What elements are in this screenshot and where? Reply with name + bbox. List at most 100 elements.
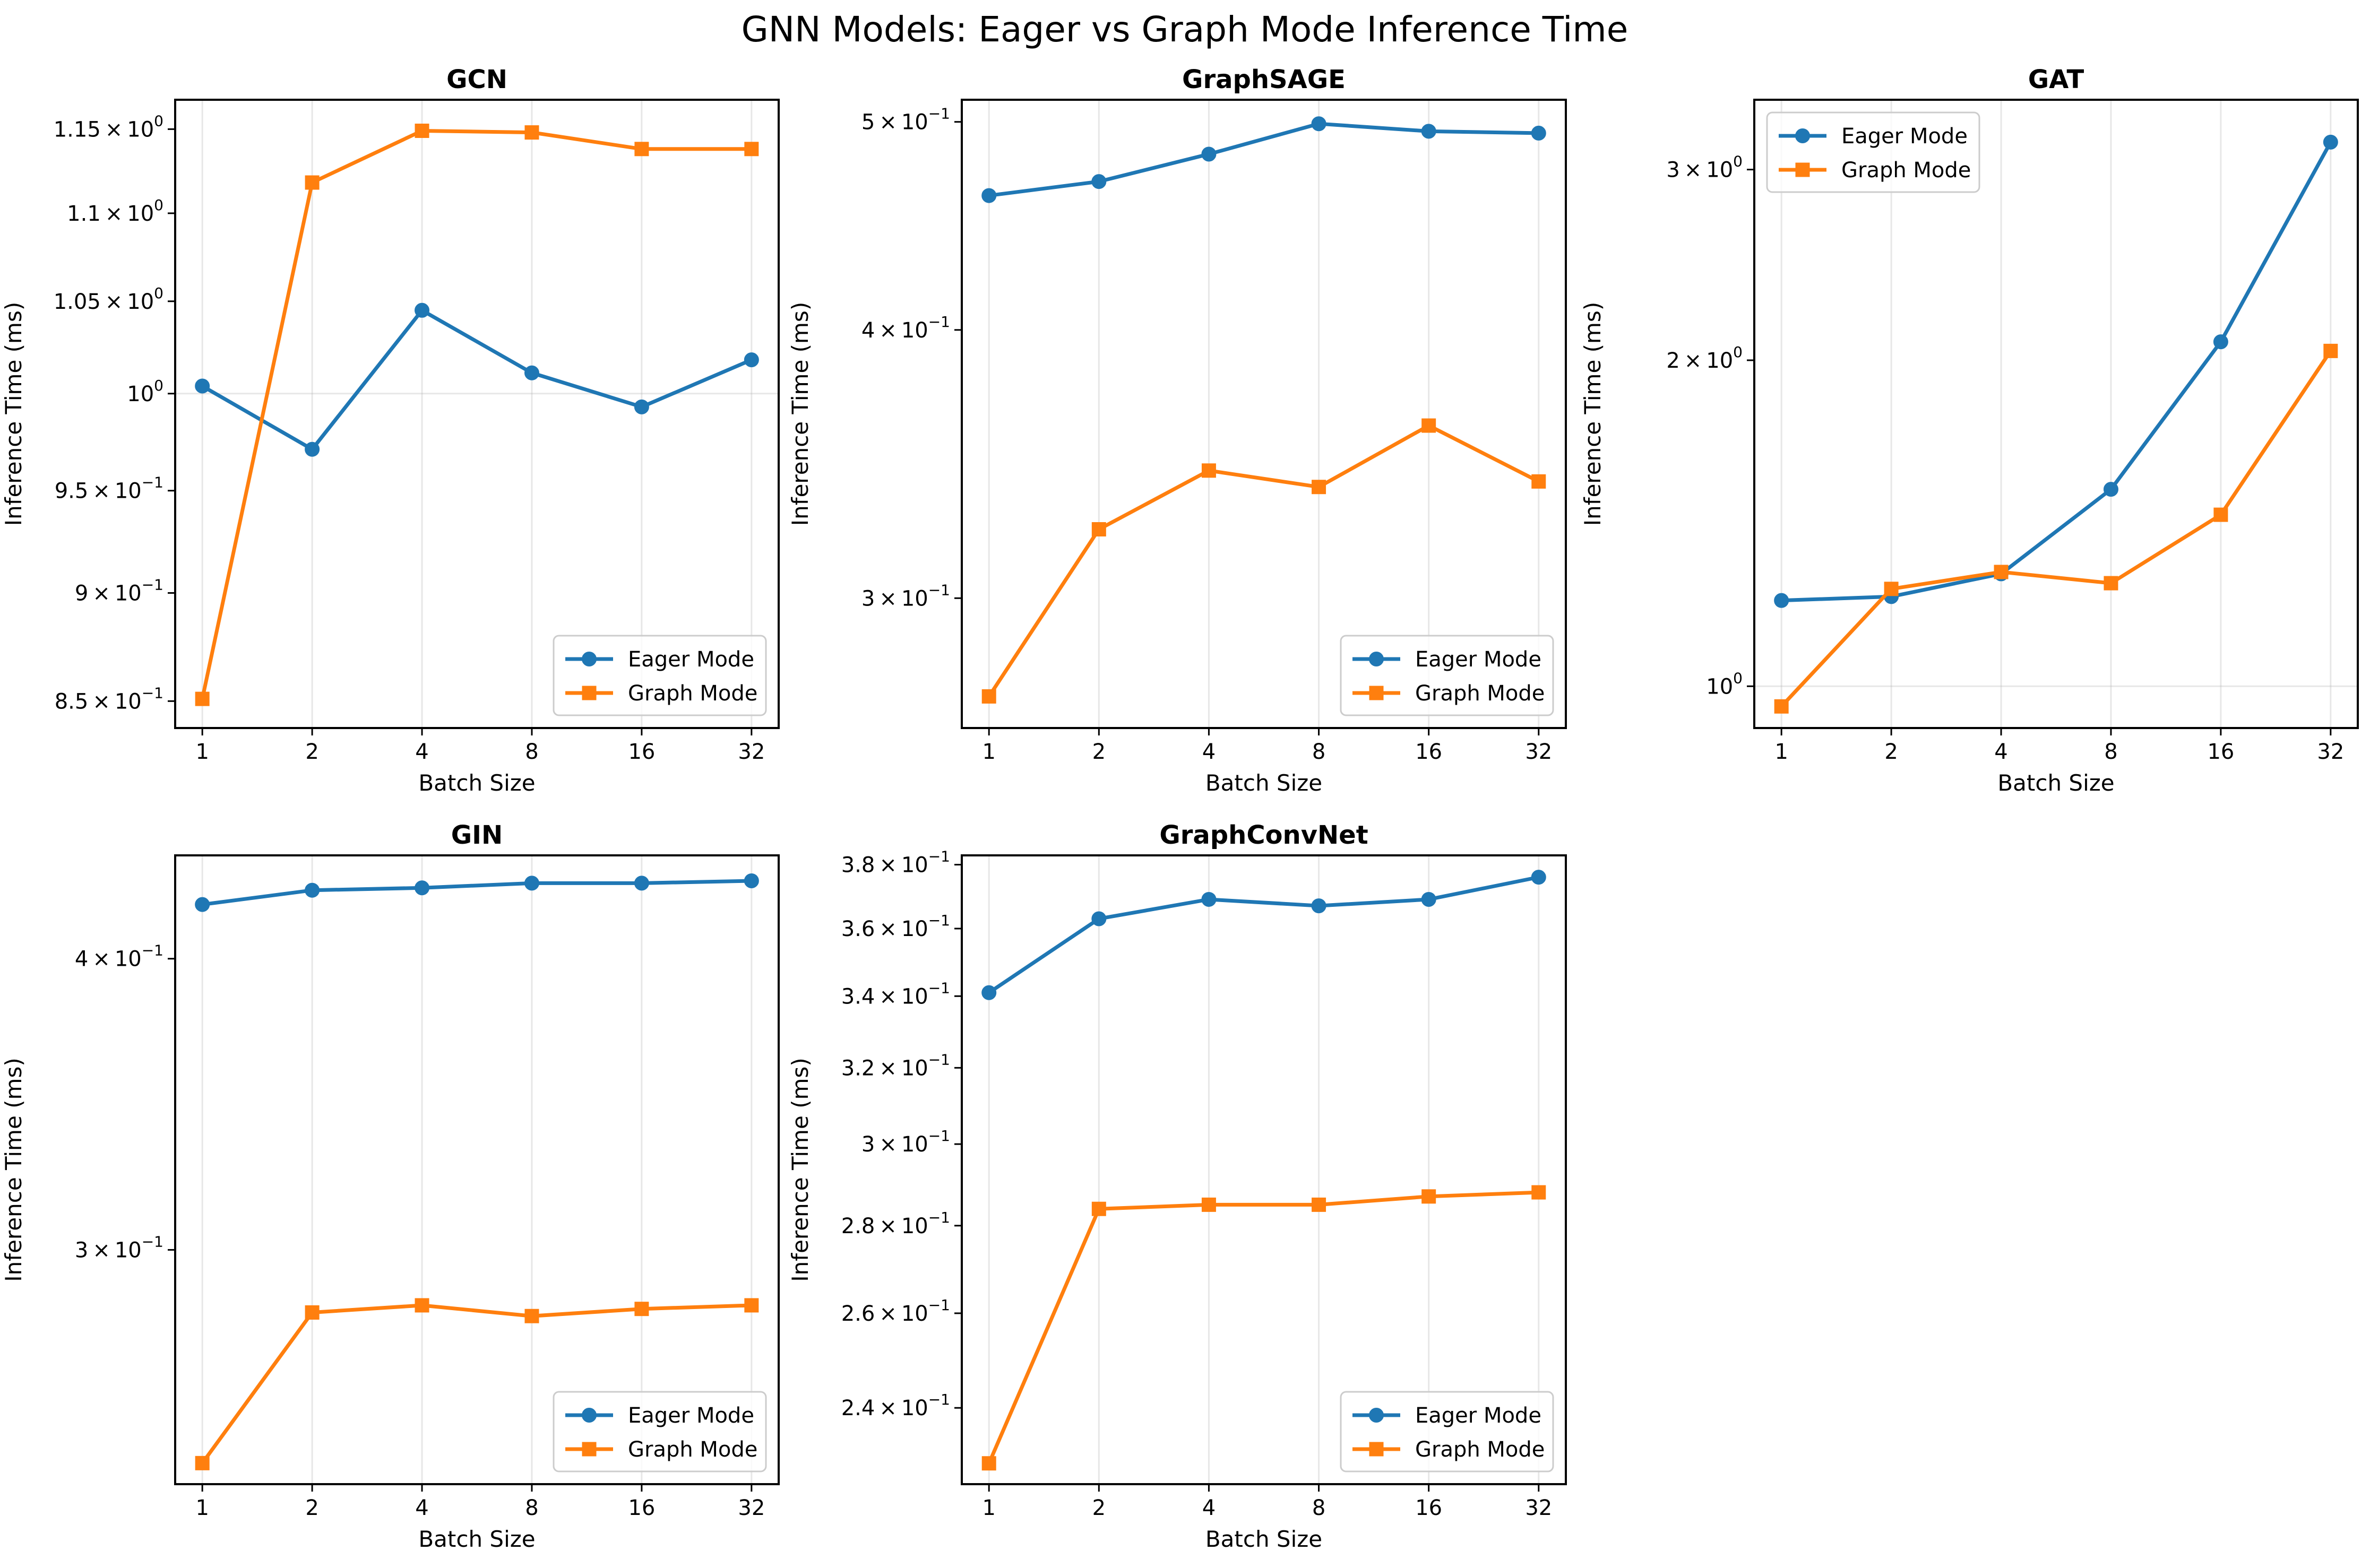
y-tick-exponent: 0 xyxy=(1733,153,1743,170)
x-tick-label: 1 xyxy=(195,740,209,764)
y-tick-mantissa: 2.8 xyxy=(841,1214,875,1238)
y-tick-mantissa: 3 xyxy=(1666,158,1679,183)
x-tick-label: 4 xyxy=(1202,740,1216,764)
data-point xyxy=(524,125,539,140)
y-tick-exponent: −1 xyxy=(928,912,950,929)
y-tick-mantissa: 3.6 xyxy=(841,917,875,941)
y-tick-times: × 10 xyxy=(875,1056,928,1080)
data-point xyxy=(305,1305,320,1320)
y-tick-times: × 10 xyxy=(875,984,928,1009)
y-tick-times: × 10 xyxy=(875,318,928,343)
data-point xyxy=(981,985,997,1000)
legend-swatch-marker xyxy=(1369,686,1384,700)
y-tick-label: 3.4 × 10−1 xyxy=(841,979,950,1009)
data-point xyxy=(744,873,759,888)
data-point xyxy=(1531,1185,1546,1200)
data-point xyxy=(1311,898,1326,914)
y-tick-exponent: −1 xyxy=(928,979,950,997)
y-tick-mantissa: 3 xyxy=(75,1238,88,1262)
y-tick-exponent: −1 xyxy=(142,684,163,701)
y-tick-exponent: −1 xyxy=(142,942,163,959)
y-tick-label: 3.2 × 10−1 xyxy=(841,1051,950,1080)
y-tick-mantissa: 1.1 xyxy=(67,202,101,226)
axes-frame xyxy=(961,854,1567,1485)
data-point xyxy=(415,302,430,318)
y-tick-exponent: 0 xyxy=(154,196,163,214)
data-point xyxy=(195,691,210,706)
x-tick-label: 32 xyxy=(738,740,765,764)
series-line xyxy=(200,308,754,452)
x-axis-label: Batch Size xyxy=(1205,1526,1322,1552)
legend-swatch-marker xyxy=(582,1408,597,1423)
y-tick-label: 2 × 100 xyxy=(1666,343,1743,373)
series-graph-mode xyxy=(981,1185,1546,1471)
series-graph-mode xyxy=(195,123,759,706)
y-tick-label: 1.1 × 100 xyxy=(67,196,163,226)
data-point xyxy=(1091,522,1106,536)
y-axis-label: Inference Time (ms) xyxy=(1580,302,1606,526)
data-point xyxy=(2213,507,2228,522)
legend-label: Graph Mode xyxy=(628,1437,757,1462)
legend-label: Eager Mode xyxy=(628,1404,754,1428)
y-tick-times: × 10 xyxy=(101,290,154,314)
y-tick-exponent: −1 xyxy=(928,1296,950,1314)
legend: Eager Mode Graph Mode xyxy=(1340,1391,1554,1472)
y-tick-mantissa: 2.4 xyxy=(841,1396,875,1420)
y-tick-label: 5 × 10−1 xyxy=(861,105,950,135)
series-eager-mode xyxy=(195,873,759,912)
series-graph-mode xyxy=(1774,343,2338,714)
y-tick-exponent: −1 xyxy=(928,1209,950,1226)
series-eager-mode xyxy=(981,116,1546,203)
series-line xyxy=(987,1190,1541,1466)
legend-swatch-marker xyxy=(1795,162,1810,177)
legend-label: Eager Mode xyxy=(1841,124,1968,149)
data-point xyxy=(1884,582,1899,596)
subplot-title: GraphSAGE xyxy=(1182,65,1346,94)
legend-box xyxy=(553,635,767,716)
legend-swatch-marker xyxy=(1369,1408,1384,1423)
y-tick-mantissa: 9.5 xyxy=(55,479,89,504)
data-point xyxy=(2323,134,2338,150)
data-point xyxy=(1201,463,1216,478)
y-tick-exponent: −1 xyxy=(928,1391,950,1408)
y-tick-exponent: −1 xyxy=(142,576,163,593)
y-tick-times: × 10 xyxy=(875,853,928,878)
data-point xyxy=(744,142,759,157)
y-tick-times: × 10 xyxy=(101,202,154,226)
data-point xyxy=(1421,891,1436,907)
y-axis-label: Inference Time (ms) xyxy=(787,1058,813,1281)
y-tick-label: 3 × 100 xyxy=(1666,153,1743,183)
subplot-title: GAT xyxy=(2028,65,2084,94)
x-tick-label: 16 xyxy=(628,740,655,764)
legend-swatch-marker xyxy=(582,1442,597,1457)
subplot-title: GIN xyxy=(451,820,503,850)
y-tick-times: × 10 xyxy=(875,1302,928,1326)
x-tick-label: 1 xyxy=(982,740,995,764)
legend-box xyxy=(553,1391,767,1472)
y-tick-exponent: −1 xyxy=(928,105,950,123)
series-graph-mode xyxy=(195,1298,759,1470)
series-line xyxy=(987,122,1541,198)
y-axis-label: Inference Time (ms) xyxy=(1,1058,27,1281)
x-tick-label: 8 xyxy=(525,1496,538,1520)
x-tick-label: 16 xyxy=(1415,1496,1442,1520)
x-tick-label: 2 xyxy=(1884,740,1898,764)
data-point xyxy=(1421,124,1436,139)
series-graph-mode xyxy=(981,418,1546,704)
series-line xyxy=(200,1303,754,1465)
x-tick-label: 8 xyxy=(1312,740,1325,764)
y-tick-label: 3 × 10−1 xyxy=(861,581,950,611)
x-axis-label: Batch Size xyxy=(418,1526,535,1552)
x-tick-label: 2 xyxy=(1092,1496,1106,1520)
legend-box xyxy=(1340,1391,1554,1472)
x-axis-label: Batch Size xyxy=(1997,770,2114,796)
y-tick-mantissa: 4 xyxy=(75,947,88,972)
x-tick-label: 32 xyxy=(1525,1496,1552,1520)
y-tick-times: × 10 xyxy=(88,581,141,605)
legend-label: Graph Mode xyxy=(1841,158,1971,183)
data-point xyxy=(1312,480,1326,495)
y-tick-mantissa: 3.8 xyxy=(841,853,875,878)
legend: Eager Mode Graph Mode xyxy=(553,1391,767,1472)
series-eager-mode xyxy=(195,302,759,457)
